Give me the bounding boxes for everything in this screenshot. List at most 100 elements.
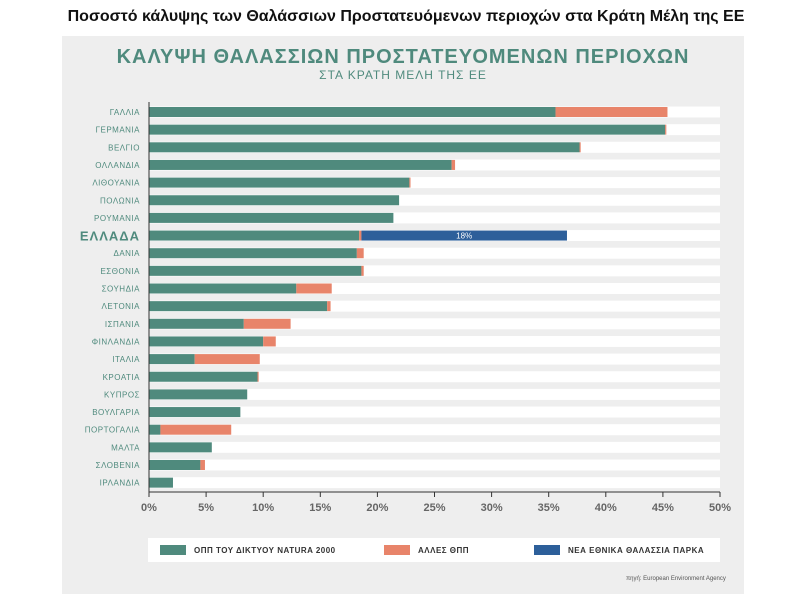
x-tick-label: 0%	[141, 502, 157, 514]
bar-segment-s1	[327, 301, 331, 312]
bar-segment-s0	[149, 389, 248, 400]
bar-segment-s2	[361, 230, 567, 241]
category-label: ΔΑΝΙΑ	[113, 249, 140, 258]
bar-segment-s0	[149, 354, 195, 365]
bar-segment-s0	[149, 301, 328, 312]
bar-track-row-9	[149, 265, 720, 277]
bar-segment-s0	[149, 212, 394, 223]
category-label: ΙΡΛΑΝΔΙΑ	[100, 479, 140, 488]
bar-segment-s1	[194, 354, 260, 365]
category-label: ΓΕΡΜΑΝΙΑ	[96, 126, 141, 135]
data-label: 18%	[456, 232, 472, 241]
x-tick-label: 30%	[481, 502, 503, 514]
bar-segment-s1	[296, 283, 332, 294]
category-label: ΚΥΠΡΟΣ	[104, 390, 140, 399]
bar-track-row-6	[149, 212, 720, 224]
bar-segment-s0	[149, 318, 244, 329]
bar-track-row-14	[149, 353, 720, 365]
category-label: ΛΕΤΟΝΙΑ	[102, 302, 141, 311]
bar-segment-s1	[243, 318, 291, 329]
category-label: ΚΡΟΑΤΙΑ	[103, 373, 141, 382]
page-title: Ποσοστό κάλυψης των Θαλάσσιων Προστατευό…	[67, 8, 745, 25]
legend-item-park: ΝΕΑ ΕΘΝΙΚΑ ΘΑΛΑΣΣΙΑ ΠΑΡΚΑ	[534, 538, 704, 562]
x-tick-label: 45%	[652, 502, 674, 514]
category-label: ΕΛΛΑΔΑ	[80, 229, 140, 244]
bar-segment-s0	[149, 371, 258, 382]
bar-segment-s0	[149, 283, 297, 294]
bar-segment-s0	[149, 159, 452, 170]
category-label: ΛΙΘΟΥΑΝΙΑ	[92, 179, 140, 188]
bar-track-row-12	[149, 318, 720, 330]
bar-segment-s0	[149, 248, 357, 259]
bar-segment-s0	[149, 107, 556, 117]
legend: ΟΠΠ ΤΟΥ ΔΙΚΤΥΟΥ NATURA 2000 ΑΛΛΕΣ ΘΠΠ ΝΕ…	[148, 538, 720, 562]
bar-track-row-21	[149, 477, 720, 489]
bar-segment-s0	[149, 124, 666, 135]
bar-track-row-10	[149, 283, 720, 294]
x-tick-label: 40%	[595, 502, 617, 514]
x-tick-label: 5%	[198, 502, 214, 514]
bar-segment-s1	[200, 460, 205, 470]
bar-segment-s0	[149, 424, 161, 435]
bar-segment-s0	[149, 177, 410, 188]
chart-title: ΚΑΛΥΨΗ ΘΑΛΑΣΣΙΩΝ ΠΡΟΣΤΑΤΕΥΟΜΕΝΩΝ ΠΕΡΙΟΧΩ…	[116, 46, 690, 68]
bar-segment-s1	[409, 177, 411, 188]
bar-track-row-11	[149, 300, 720, 312]
bar-track-row-13	[149, 335, 720, 347]
bar-segment-s0	[149, 230, 360, 241]
bar-segment-s1	[361, 265, 364, 276]
bar-segment-s1	[579, 142, 581, 153]
bar-segment-s1	[359, 230, 362, 241]
bar-track-row-19	[149, 441, 720, 453]
bar-track-row-17	[149, 406, 720, 418]
bar-segment-s1	[665, 124, 667, 135]
bar-segment-s0	[149, 460, 201, 470]
legend-label-natura: ΟΠΠ ΤΟΥ ΔΙΚΤΥΟΥ NATURA 2000	[194, 545, 336, 555]
bar-track-row-4	[149, 177, 720, 189]
category-label: ΕΣΘΟΝΙΑ	[100, 267, 140, 276]
bar-segment-s1	[257, 371, 259, 382]
category-label: ΒΕΛΓΙΟ	[108, 143, 140, 152]
bar-segment-s0	[149, 265, 362, 276]
bar-segment-s0	[149, 477, 173, 488]
legend-item-other: ΑΛΛΕΣ ΘΠΠ	[384, 538, 469, 562]
legend-swatch-natura	[160, 545, 186, 555]
source-note: πηγή: European Environment Agency	[626, 576, 726, 582]
x-tick-label: 50%	[709, 502, 731, 514]
bar-track-row-20	[149, 459, 720, 471]
category-label: ΙΤΑΛΙΑ	[112, 355, 140, 364]
category-label: ΒΟΥΛΓΑΡΙΑ	[92, 408, 140, 417]
category-label: ΙΣΠΑΝΙΑ	[105, 320, 140, 329]
x-tick-label: 10%	[252, 502, 274, 514]
category-label: ΣΟΥΗΔΙΑ	[102, 285, 141, 294]
bar-track-row-15	[149, 371, 720, 383]
legend-label-park: ΝΕΑ ΕΘΝΙΚΑ ΘΑΛΑΣΣΙΑ ΠΑΡΚΑ	[568, 545, 705, 555]
bar-segment-s0	[149, 195, 400, 206]
bar-track-row-8	[149, 247, 720, 259]
category-label: ΓΑΛΛΙΑ	[110, 108, 140, 117]
category-label: ΣΛΟΒΕΝΙΑ	[96, 461, 141, 470]
legend-swatch-other	[384, 545, 410, 555]
chart-subtitle: ΣΤΑ ΚΡΑΤΗ ΜΕΛΗ ΤΗΣ ΕΕ	[319, 68, 487, 82]
bar-segment-s1	[555, 107, 668, 117]
bar-segment-s0	[149, 442, 212, 453]
category-label: ΟΛΛΑΝΔΙΑ	[95, 161, 140, 170]
bar-segment-s0	[149, 407, 241, 418]
category-label: ΦΙΝΛΑΝΔΙΑ	[92, 337, 140, 346]
bar-track-row-16	[149, 388, 720, 400]
category-label: ΡΟΥΜΑΝΙΑ	[94, 214, 140, 223]
legend-item-natura: ΟΠΠ ΤΟΥ ΔΙΚΤΥΟΥ NATURA 2000	[160, 538, 336, 562]
bar-track-row-18	[149, 424, 720, 436]
bar-segment-s1	[451, 159, 456, 170]
legend-swatch-park	[534, 545, 560, 555]
bar-segment-s0	[149, 336, 264, 347]
bar-segment-s1	[356, 248, 364, 259]
x-tick-label: 25%	[423, 502, 445, 514]
legend-label-other: ΑΛΛΕΣ ΘΠΠ	[418, 545, 470, 555]
x-tick-label: 20%	[366, 502, 388, 514]
category-label: ΠΟΛΩΝΙΑ	[100, 196, 140, 205]
x-tick-label: 15%	[309, 502, 331, 514]
bar-segment-s1	[160, 424, 232, 435]
bar-track-row-5	[149, 194, 720, 206]
